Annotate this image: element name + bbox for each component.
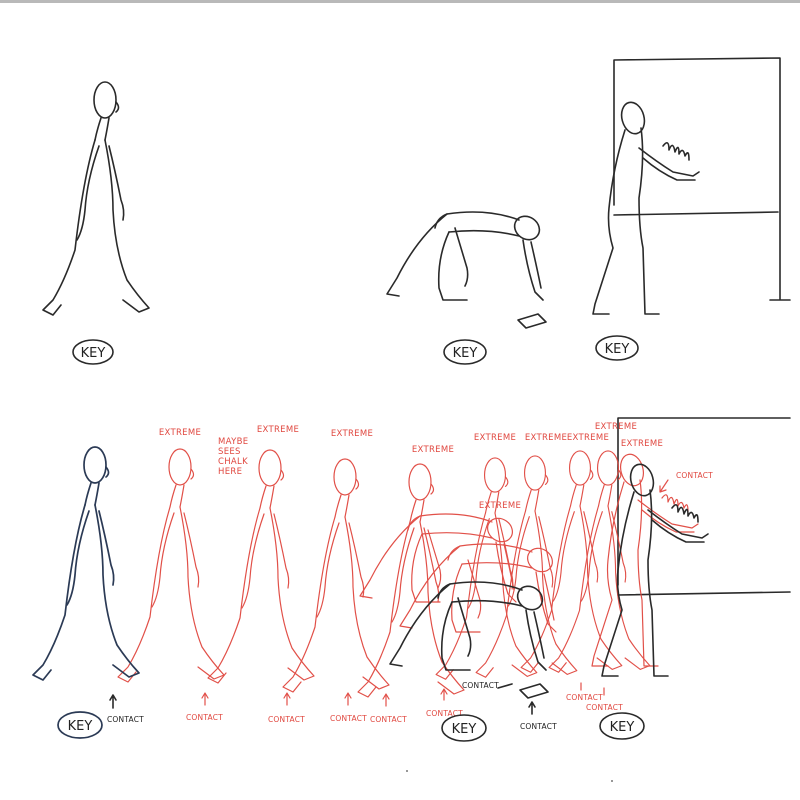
extreme-label: EXTREME	[412, 445, 454, 455]
note-line: SEES	[218, 447, 241, 457]
extreme-label: EXTREME	[595, 422, 637, 432]
key-label: KEY	[452, 722, 477, 737]
extreme-label: EXTREME	[567, 433, 609, 443]
key-marker-5: KEY	[441, 714, 487, 742]
key-figure-writing	[592, 98, 700, 315]
extreme-label: EXTREME	[474, 433, 516, 443]
extreme-label: EXTREME	[479, 501, 521, 511]
key-label: KEY	[453, 346, 478, 361]
chalkboard-top	[613, 57, 791, 301]
paper-marks	[406, 770, 613, 782]
contact-label: CONTACT	[107, 715, 144, 724]
key-figure-walking-bottom	[32, 446, 140, 681]
contact-label: CONTACT	[462, 681, 499, 690]
contact-label: CONTACT	[586, 703, 623, 712]
note-line: HERE	[218, 467, 242, 477]
key-marker-4: KEY	[57, 711, 103, 739]
contact-label: CONTACT	[186, 713, 223, 722]
key-marker-2: KEY	[443, 339, 487, 365]
key-label: KEY	[605, 342, 630, 357]
top-border	[0, 0, 800, 3]
contact-label: CONTACT	[566, 693, 603, 702]
red-inbetween-figures	[117, 448, 699, 698]
contact-label: CONTACT	[268, 715, 305, 724]
key-marker-3: KEY	[595, 335, 639, 361]
key-label: KEY	[610, 720, 635, 735]
key-label: KEY	[68, 719, 93, 734]
extreme-labels: EXTREME EXTREME EXTREME EXTREME EXTREME …	[159, 422, 663, 511]
extreme-label: EXTREME	[257, 425, 299, 435]
key-marker-6: KEY	[599, 712, 645, 740]
extreme-label: EXTREME	[621, 439, 663, 449]
key-marker-1: KEY	[72, 339, 114, 365]
contact-label: CONTACT	[676, 471, 713, 480]
note-line: CHALK	[218, 457, 248, 467]
key-label: KEY	[81, 346, 106, 361]
key-figure-bending	[386, 210, 547, 329]
contact-label: CONTACT	[426, 709, 463, 718]
contact-label: CONTACT	[330, 714, 367, 723]
extreme-label: EXTREME	[331, 429, 373, 439]
contact-label: CONTACT	[520, 722, 557, 731]
key-figure-walking	[42, 81, 150, 316]
chalk-note: MAYBE SEES CHALK HERE	[218, 437, 248, 477]
note-line: MAYBE	[218, 437, 248, 447]
extreme-label: EXTREME	[159, 428, 201, 438]
contact-labels: CONTACT CONTACT CONTACT CONTACT CONTACT …	[107, 471, 713, 731]
key-figure-bending-bottom	[389, 580, 549, 699]
contact-label: CONTACT	[370, 715, 407, 724]
extreme-label: EXTREME	[525, 433, 567, 443]
